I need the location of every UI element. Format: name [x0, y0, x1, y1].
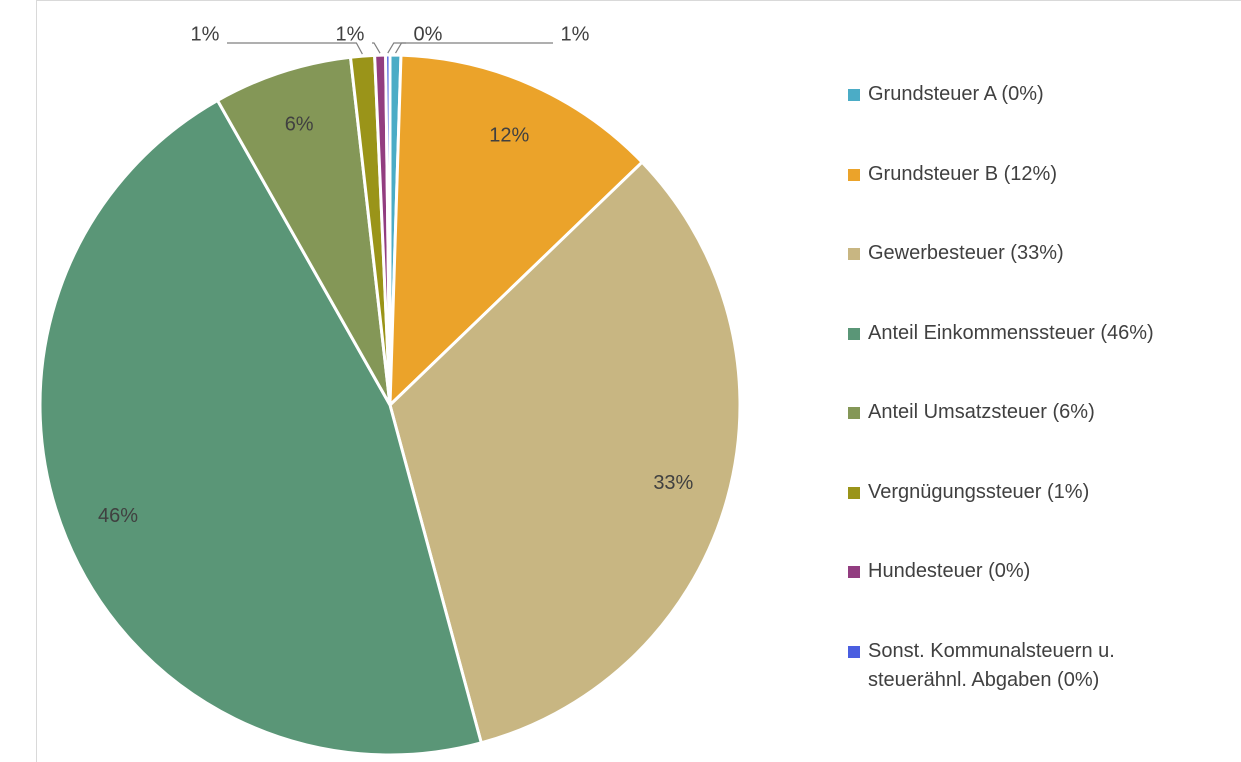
- legend-swatch: [848, 407, 860, 419]
- legend-swatch: [848, 89, 860, 101]
- data-label: 6%: [285, 114, 314, 136]
- pie-slice: [388, 160, 742, 745]
- data-label: 46%: [98, 505, 138, 527]
- leader-line: [372, 42, 381, 54]
- legend-item: Vergnügungssteuer (1%): [848, 478, 1233, 507]
- data-label: 1%: [561, 23, 590, 45]
- pie-slice: [38, 98, 484, 757]
- legend-item: Sonst. Kommunalsteuern u. steuerähnl. Ab…: [848, 637, 1233, 695]
- leader-line: [227, 42, 363, 55]
- legend-item: Grundsteuer A (0%): [848, 80, 1233, 109]
- legend-swatch: [848, 168, 860, 181]
- legend-swatch: [848, 486, 860, 499]
- pie-slice: [388, 53, 645, 409]
- pie-slice: [215, 55, 392, 406]
- legend-label: Anteil Einkommenssteuer (46%): [868, 321, 1154, 344]
- data-label: 12%: [489, 125, 529, 147]
- legend-label: Sonst. Kommunalsteuern u. steuerähnl. Ab…: [868, 639, 1115, 691]
- legend-label: Anteil Umsatzsteuer (6%): [868, 401, 1095, 423]
- legend-label: Gewerbesteuer (33%): [868, 242, 1064, 264]
- data-label: 0%: [414, 23, 443, 45]
- data-label: 1%: [336, 23, 365, 45]
- legend-swatch: [848, 248, 860, 260]
- legend-item: Grundsteuer B (12%): [848, 160, 1233, 189]
- legend-label: Grundsteuer B (12%): [868, 162, 1057, 185]
- legend-label: Vergnügungssteuer (1%): [868, 480, 1090, 503]
- data-label: 1%: [191, 23, 220, 45]
- legend-item: Hundesteuer (0%): [848, 557, 1233, 586]
- legend-label: Hundesteuer (0%): [868, 560, 1031, 582]
- legend-swatch: [848, 645, 860, 658]
- data-label: 33%: [653, 472, 693, 494]
- legend-swatch: [848, 566, 860, 578]
- legend-item: Anteil Umsatzsteuer (6%): [848, 398, 1233, 427]
- legend-label: Grundsteuer A (0%): [868, 83, 1044, 105]
- legend-item: Gewerbesteuer (33%): [848, 239, 1233, 268]
- legend-swatch: [848, 327, 860, 340]
- pie-slice: [384, 53, 392, 406]
- chart-border: [36, 0, 1241, 762]
- leader-line: [387, 42, 406, 54]
- legend-item: Anteil Einkommenssteuer (46%): [848, 319, 1233, 348]
